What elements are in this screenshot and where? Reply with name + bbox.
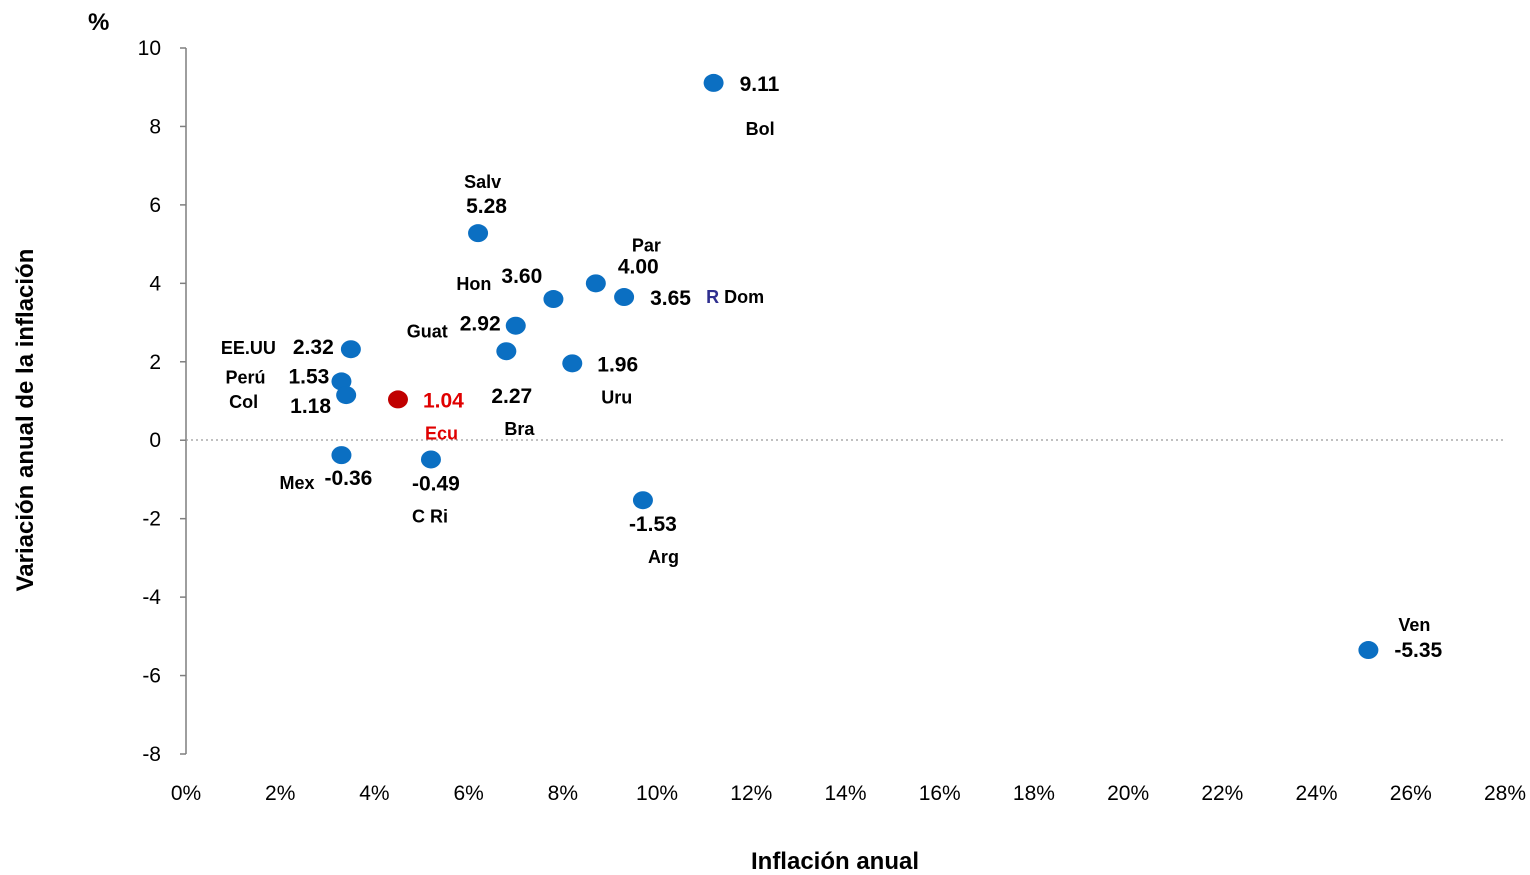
data-point-ecu: 1.04 Ecu [387,389,464,443]
point-name-label: EE.UU [221,338,276,358]
point-name-label: Col [229,392,258,412]
x-tick-label: 22% [1201,782,1243,805]
x-tick-label: 8% [548,782,578,805]
data-point-bra: 2.27 Bra [491,342,535,439]
unit-label: % [88,9,109,36]
data-point-bol: 9.11 Bol [703,73,780,139]
data-point-hon: 3.60 Hon [456,265,564,309]
y-tick-label: 8 [149,115,161,138]
point-value-label: -1.53 [629,513,677,536]
y-tick-label: -2 [142,508,161,531]
x-tick-label: 4% [359,782,389,805]
point-marker [543,290,564,309]
y-tick-label: 2 [149,351,161,374]
x-tick-label: 26% [1390,782,1432,805]
point-value-label: 3.65 [650,287,691,310]
point-value-label: 1.18 [290,395,331,418]
point-name-label: C Ri [412,506,448,526]
point-marker [336,386,357,405]
y-ticks: 10 8 6 4 2 0 -2 -4 -6 -8 [138,37,186,766]
point-name-label: Par [632,235,661,255]
data-point-arg: -1.53 Arg [629,491,679,567]
point-marker [331,446,352,465]
point-value-label: 5.28 [466,195,507,218]
data-point-ee-uu: 2.32 EE.UU [221,336,361,359]
point-name-label: Uru [601,387,632,407]
point-value-label: -0.36 [324,467,372,490]
x-tick-label: 12% [730,782,772,805]
point-marker [496,342,517,361]
y-tick-label: -6 [142,665,161,688]
x-tick-label: 6% [453,782,483,805]
axes: 10 8 6 4 2 0 -2 -4 -6 -8 0% 2% 4% 6% 8% 10% 12% 14% 16% 18… [138,37,1526,805]
y-tick-label: 10 [138,37,161,60]
y-tick-label: 0 [149,429,161,452]
data-point-r-dom: 3.65 R Dom [614,287,764,310]
point-value-label: 2.27 [491,385,532,408]
data-point-col: 1.18 Col [229,386,357,418]
point-marker [331,372,352,391]
point-marker [562,354,583,373]
x-tick-label: 24% [1296,782,1338,805]
point-marker [632,491,653,510]
x-tick-label: 14% [824,782,866,805]
point-marker [468,224,489,243]
data-point-salv: 5.28 Salv [464,172,507,243]
point-value-label: 1.04 [423,389,464,412]
x-ticks: 0% 2% 4% 6% 8% 10% 12% 14% 16% 18% 20% 22% 24% 26% 28% [171,782,1526,805]
point-value-label: 1.53 [288,365,329,388]
x-tick-label: 10% [636,782,678,805]
x-tick-label: 2% [265,782,295,805]
point-value-label: 9.11 [740,73,780,96]
x-tick-label: 0% [171,782,201,805]
point-marker [1358,641,1379,660]
point-name-label: Ven [1398,615,1430,635]
data-point-c-ri: -0.49 C Ri [412,450,460,526]
point-marker [505,316,526,335]
point-marker [387,390,408,409]
point-name-label: Bra [504,419,535,439]
y-tick-label: -4 [142,586,161,609]
point-marker [585,274,606,293]
point-name-label: Arg [648,547,679,567]
point-name-label: Guat [407,322,448,342]
point-value-label: -5.35 [1394,639,1442,662]
point-value-label: 1.96 [597,353,638,376]
x-tick-label: 16% [919,782,961,805]
point-name-label: Hon [456,274,491,294]
data-point-per-: 1.53 Perú [225,365,352,391]
point-name-label: Mex [279,473,314,493]
point-value-label: 4.00 [618,255,659,278]
point-marker [420,450,441,469]
y-tick-label: 4 [149,272,161,295]
data-point-guat: 2.92 Guat [407,313,526,342]
data-point-mex: -0.36 Mex [279,446,372,493]
x-tick-label: 20% [1107,782,1149,805]
point-name-label: Perú [225,367,265,387]
data-point-uru: 1.96 Uru [562,353,638,407]
y-tick-label: 6 [149,194,161,217]
point-marker [703,73,724,92]
point-name-label: Ecu [425,423,458,443]
point-value-label: 3.60 [501,265,542,288]
point-marker [614,288,635,307]
data-point-ven: -5.35 Ven [1358,615,1443,662]
point-name-label: Salv [464,172,501,192]
point-value-label: 2.92 [460,313,501,336]
x-tick-label: 28% [1484,782,1526,805]
point-marker [340,340,361,359]
point-name-label: Bol [746,119,775,139]
point-value-label: 2.32 [293,336,334,359]
y-tick-label: -8 [142,743,161,766]
point-value-label: -0.49 [412,472,460,495]
y-axis-title: Variación anual de la inflación [12,249,39,592]
point-name-label: R Dom [706,287,764,307]
x-axis-title: Inflación anual [751,848,919,875]
x-tick-label: 18% [1013,782,1055,805]
